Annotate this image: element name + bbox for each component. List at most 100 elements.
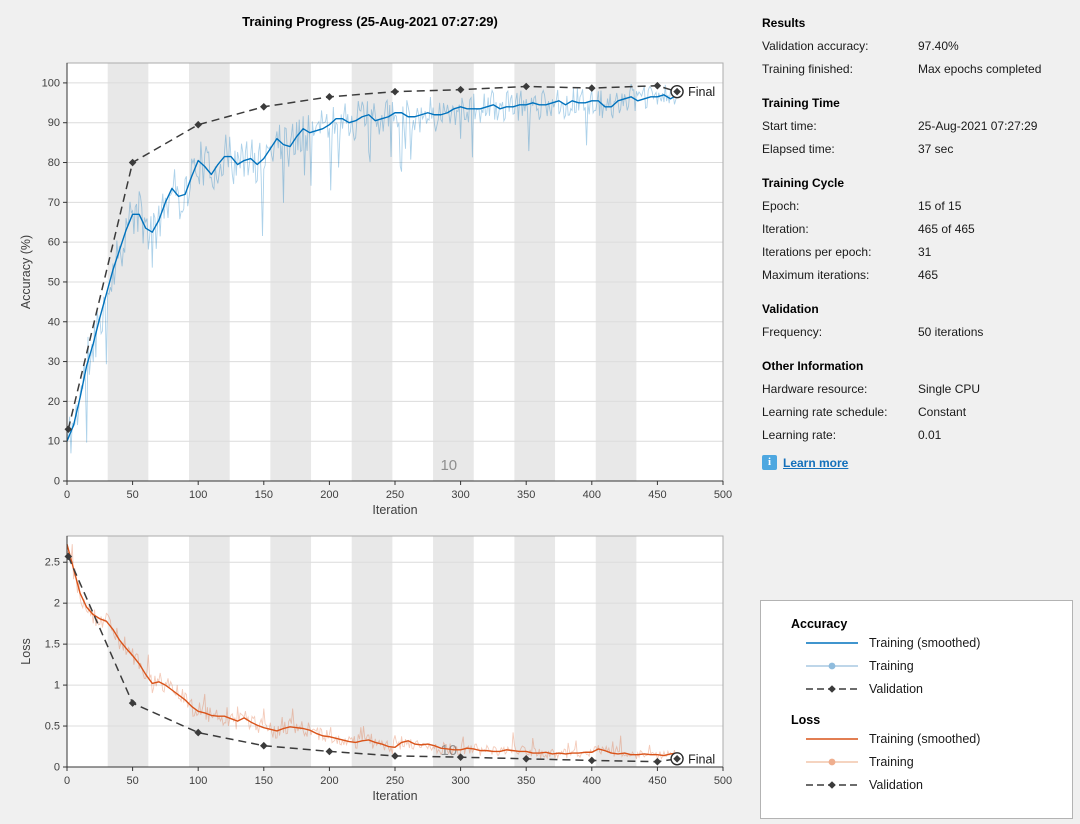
accuracy-chart: 10 Final 0 50 100 150 200 250 300 350 400 450 500 0 10… — [19, 62, 732, 517]
y-tick-label: 40 — [48, 316, 60, 328]
x-tick-label: 300 — [451, 489, 469, 501]
learn-more-row: i Learn more — [762, 455, 1074, 470]
info-row: Hardware resource: Single CPU — [762, 381, 1074, 397]
accuracy-validation-marker — [653, 81, 662, 90]
accuracy-final-label: Final — [688, 85, 715, 99]
info-value: Single CPU — [918, 382, 981, 396]
info-row: Validation accuracy: 97.40% — [762, 38, 1074, 54]
accuracy-training-smoothed-line — [66, 94, 678, 442]
x-tick-label: 250 — [386, 775, 404, 787]
legend-line-sample-icon — [806, 662, 858, 669]
legend-line-sample-icon — [806, 758, 858, 765]
info-label: Start time: — [762, 119, 817, 133]
legend-panel: Accuracy Training (smoothed) Training Valid… — [760, 600, 1073, 819]
epoch-band — [189, 63, 230, 481]
info-label: Learning rate schedule: — [762, 405, 888, 419]
x-tick-label: 400 — [583, 489, 601, 501]
accuracy-validation-marker — [391, 87, 399, 96]
info-label: Training finished: — [762, 62, 853, 76]
info-label: Validation accuracy: — [762, 39, 869, 53]
accuracy-validation-marker — [194, 120, 202, 129]
info-value: Max epochs completed — [918, 62, 1042, 76]
y-tick-label: 90 — [48, 117, 60, 129]
x-tick-label: 100 — [189, 489, 207, 501]
x-tick-label: 350 — [517, 489, 535, 501]
x-tick-label: 50 — [126, 489, 138, 501]
epoch-band — [270, 536, 312, 767]
info-label: Frequency: — [762, 325, 823, 339]
info-row: Learning rate: 0.01 — [762, 427, 1074, 443]
loss-validation-marker — [194, 728, 202, 737]
epoch-band — [433, 63, 474, 481]
loss-training-smoothed-line — [66, 544, 678, 757]
info-label: Epoch: — [762, 199, 800, 213]
x-tick-label: 100 — [189, 775, 207, 787]
info-row: Epoch: 15 of 15 — [762, 198, 1074, 214]
loss-validation-marker — [128, 699, 137, 707]
loss-x-axis-label: Iteration — [372, 789, 417, 803]
section-header: Validation — [762, 302, 819, 316]
info-value: 50 iterations — [918, 325, 984, 339]
legend-entry: Training (smoothed) — [804, 631, 1072, 654]
x-tick-label: 350 — [517, 775, 535, 787]
info-value: 25-Aug-2021 07:27:29 — [918, 119, 1038, 133]
epoch-band — [189, 536, 230, 767]
x-tick-label: 0 — [64, 775, 70, 787]
y-tick-label: 1.5 — [45, 639, 60, 651]
y-tick-label: 20 — [48, 396, 60, 408]
accuracy-x-axis-label: Iteration — [372, 503, 417, 517]
accuracy-validation-marker — [673, 87, 681, 96]
loss-validation-marker — [588, 756, 596, 765]
legend-entry-label: Training — [869, 754, 914, 769]
y-tick-label: 100 — [42, 77, 60, 89]
info-label: Elapsed time: — [762, 142, 835, 156]
info-row: Learning rate schedule: Constant — [762, 404, 1074, 420]
loss-validation-marker — [325, 747, 334, 756]
epoch-band — [514, 63, 556, 481]
info-row: Elapsed time: 37 sec — [762, 141, 1074, 157]
info-value: 465 of 465 — [918, 222, 975, 236]
x-tick-label: 50 — [126, 775, 138, 787]
info-row: Iteration: 465 of 465 — [762, 221, 1074, 237]
x-tick-label: 0 — [64, 489, 70, 501]
results-panel: Results Validation accuracy: 97.40% Trainin… — [762, 15, 1074, 470]
x-tick-label: 150 — [255, 775, 273, 787]
loss-validation-marker — [456, 753, 465, 761]
legend-entry-label: Training (smoothed) — [869, 731, 981, 746]
legend-line-sample-icon — [806, 684, 858, 693]
info-value: 37 sec — [918, 142, 954, 156]
x-tick-label: 200 — [320, 775, 338, 787]
info-row: Maximum iterations: 465 — [762, 267, 1074, 283]
y-tick-label: 0 — [54, 762, 60, 774]
loss-validation-marker — [260, 741, 268, 750]
x-tick-label: 400 — [583, 775, 601, 787]
legend-entry-label: Validation — [869, 681, 923, 696]
legend-group-title: Accuracy — [791, 617, 848, 631]
legend-entry-label: Validation — [869, 777, 923, 792]
info-label: Iteration: — [762, 222, 809, 236]
accuracy-training-raw-line — [66, 84, 678, 454]
x-tick-label: 200 — [320, 489, 338, 501]
info-row: Start time: 25-Aug-2021 07:27:29 — [762, 118, 1074, 134]
legend-entry: Training — [804, 654, 1072, 677]
section-header: Training Time — [762, 96, 840, 110]
epoch-number-label: 10 — [440, 457, 457, 474]
loss-validation-marker — [64, 552, 73, 561]
loss-y-axis-label: Loss — [19, 638, 33, 664]
section-header: Training Cycle — [762, 176, 845, 190]
legend-line-sample-icon — [806, 737, 858, 740]
learn-more-link[interactable]: Learn more — [783, 455, 849, 470]
x-tick-label: 450 — [648, 489, 666, 501]
epoch-band — [595, 63, 637, 481]
epoch-band — [514, 536, 556, 767]
loss-validation-marker — [673, 755, 681, 763]
y-tick-label: 1 — [54, 680, 60, 692]
x-tick-label: 500 — [714, 489, 732, 501]
loss-final-label: Final — [688, 752, 715, 766]
accuracy-validation-marker — [128, 158, 137, 167]
epoch-band — [595, 536, 637, 767]
legend-entry: Training (smoothed) — [804, 727, 1072, 750]
info-value: 465 — [918, 268, 939, 282]
info-value: 97.40% — [918, 39, 959, 53]
